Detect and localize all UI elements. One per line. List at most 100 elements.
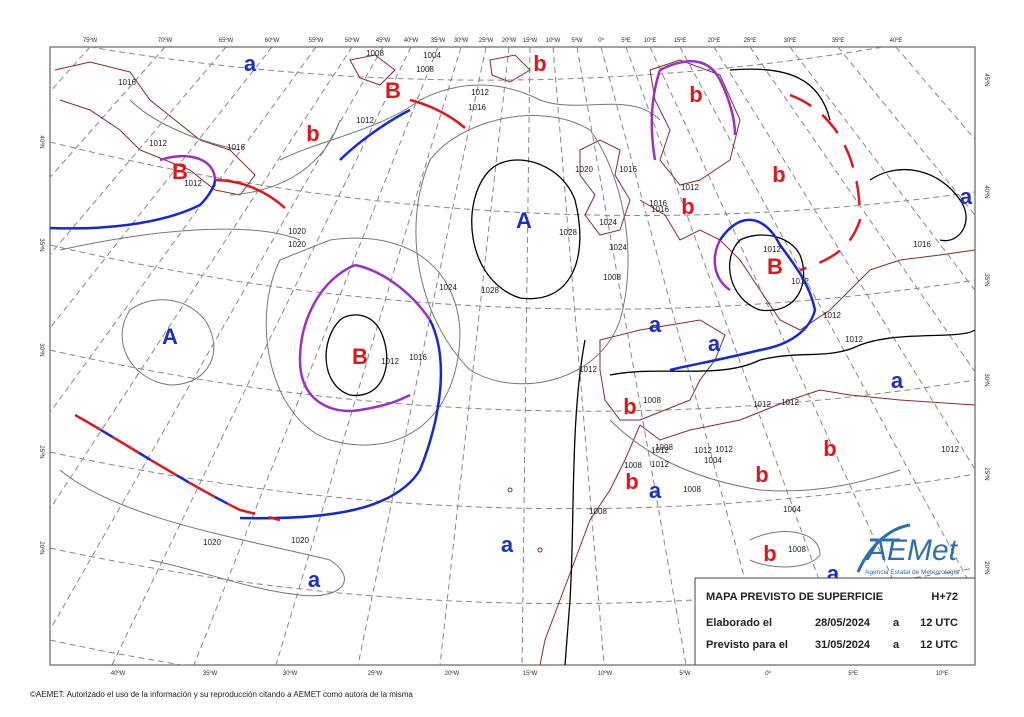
meridian xyxy=(600,47,769,665)
isobar-label: 1012 xyxy=(715,445,733,454)
top-axis-label: 15ºW xyxy=(523,37,538,44)
isobar-label: 1016 xyxy=(619,165,637,174)
isobar-label: 1012 xyxy=(184,179,202,188)
info-cell: a xyxy=(893,617,900,629)
pressure-center: A xyxy=(162,324,178,349)
pressure-center: a xyxy=(501,532,514,557)
parallel xyxy=(50,451,975,510)
top-axis-label: 0º xyxy=(598,37,604,44)
meridian xyxy=(193,47,439,665)
logo-mark xyxy=(856,523,911,573)
isobar-label: 1016 xyxy=(227,143,245,152)
pressure-center: b xyxy=(689,82,702,107)
bottom-axis-label: 5ºE xyxy=(848,670,858,677)
isobar-label: 1016 xyxy=(651,205,669,214)
info-cell: 12 UTC xyxy=(920,639,958,651)
isobar-label: 1020 xyxy=(288,240,306,249)
top-axis-label: 75ºW xyxy=(83,37,98,44)
meridian xyxy=(50,47,317,414)
pressure-center: b xyxy=(623,394,636,419)
isobar-label: 1012 xyxy=(651,460,669,469)
parallel xyxy=(50,244,975,310)
pressure-center: b xyxy=(681,194,694,219)
pressure-center: B xyxy=(385,78,401,103)
isobar-label: 1016 xyxy=(118,78,136,87)
right-axis-label: 40ºN xyxy=(983,185,990,198)
isobar-label: 1020 xyxy=(575,165,593,174)
info-cell: a xyxy=(893,639,900,651)
top-axis-label: 45ºW xyxy=(376,37,391,44)
bottom-axis-label: 10ºE xyxy=(936,670,949,677)
isobar-label: 1008 xyxy=(416,65,434,74)
top-axis-label: 30ºE xyxy=(784,37,797,44)
meridian xyxy=(713,47,975,471)
meridian xyxy=(275,47,462,665)
top-axis-label: 5ºW xyxy=(571,37,583,44)
top-axis-label: 40ºE xyxy=(890,37,903,44)
pressure-center: B xyxy=(172,159,188,184)
pressure-center: a xyxy=(960,184,973,209)
pressure-center: b xyxy=(763,541,776,566)
isobar-label: 1024 xyxy=(599,218,617,227)
meridian xyxy=(521,47,531,665)
isobar-label: 1008 xyxy=(603,273,621,282)
isobar-label: 1024 xyxy=(439,283,457,292)
bottom-axis-label: 5ºW xyxy=(679,670,691,677)
pressure-center: a xyxy=(649,312,662,337)
pressure-center: b xyxy=(772,162,785,187)
bottom-axis-label: 10ºW xyxy=(598,670,613,677)
isobar-label: 1012 xyxy=(381,357,399,366)
left-axis-label: 35ºN xyxy=(38,238,45,251)
isobar-label: 1008 xyxy=(788,545,806,554)
bottom-axis-label: 15ºW xyxy=(523,670,538,677)
isobar-label: 1008 xyxy=(643,396,661,405)
pressure-center: b xyxy=(625,469,638,494)
isobar-label: 1024 xyxy=(609,243,627,252)
meridian xyxy=(552,47,605,665)
right-axis-label: 45ºN xyxy=(983,73,990,86)
pressure-center: B xyxy=(767,254,783,279)
bottom-axis-label: 40ºW xyxy=(111,670,126,677)
top-axis-label: 35ºE xyxy=(832,37,845,44)
top-axis-label: 5ºE xyxy=(621,37,631,44)
top-axis-label: 70ºW xyxy=(158,37,173,44)
isobar-label: 1016 xyxy=(409,353,427,362)
isobar-label: 1008 xyxy=(589,507,607,516)
isobar-label: 1028 xyxy=(559,228,577,237)
isobar-label: 1008 xyxy=(683,485,701,494)
pressure-center: A xyxy=(516,208,532,233)
top-axis-label: 60ºW xyxy=(265,37,280,44)
meridian xyxy=(679,47,975,594)
meridian xyxy=(50,47,273,329)
meridian xyxy=(837,47,975,216)
pressure-center: b xyxy=(533,51,546,76)
top-axis-label: 10ºE xyxy=(644,37,657,44)
isobar-label: 1012 xyxy=(781,398,799,407)
isobar-label: 1012 xyxy=(763,245,781,254)
meridian xyxy=(50,47,227,256)
top-axis-label: 50ºW xyxy=(345,37,360,44)
labels: 75ºW 70ºW 65ºW 60ºW 55ºW 50ºW 45ºW 40ºW 35ºW 30ºW… xyxy=(38,37,990,677)
isobar-label: 1012 xyxy=(941,445,959,454)
isobar-label: 1020 xyxy=(203,538,221,547)
right-axis-label: 20ºN xyxy=(983,561,990,574)
left-axis-label: 30ºN xyxy=(38,343,45,356)
pressure-center: b xyxy=(823,436,836,461)
top-axis-label: 35ºW xyxy=(431,37,446,44)
left-axis-label: 40ºN xyxy=(38,135,45,148)
top-axis-label: 20ºE xyxy=(708,37,721,44)
pressure-center: a xyxy=(891,368,904,393)
bottom-axis-label: 35ºW xyxy=(203,670,218,677)
isobar-label: 1016 xyxy=(468,103,486,112)
info-title: MAPA PREVISTO DE SUPERFICIE xyxy=(706,591,883,603)
meridian xyxy=(50,47,384,631)
isobar-label: 1012 xyxy=(694,446,712,455)
pressure-center: b xyxy=(306,121,319,146)
meridian xyxy=(439,47,510,665)
bottom-axis-label: 0º xyxy=(765,670,771,677)
bottom-axis-label: 25ºW xyxy=(368,670,383,677)
geography xyxy=(54,54,975,665)
isobar-label: 1016 xyxy=(649,199,667,208)
isobar-label: 1008 xyxy=(655,443,673,452)
right-axis-label: 35ºN xyxy=(983,273,990,286)
